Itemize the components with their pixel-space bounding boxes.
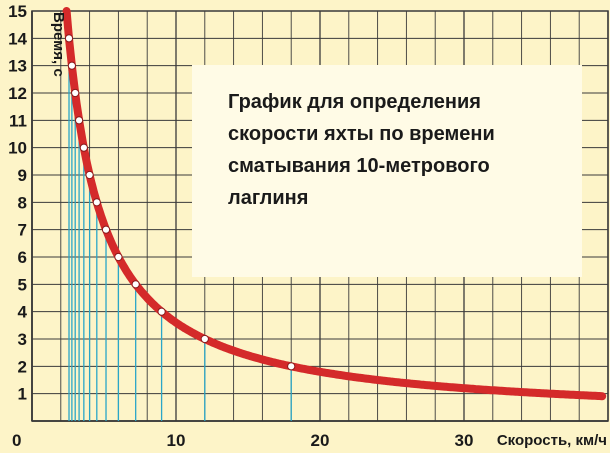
x-axis-label: Скорость, км/ч <box>497 432 607 449</box>
x-tick-label: 10 <box>167 431 186 450</box>
y-tick-label: 2 <box>18 357 27 376</box>
y-tick-label: 9 <box>18 166 27 185</box>
x-tick-labels: 10 20 30 <box>167 431 474 450</box>
y-tick-label: 5 <box>18 275 27 294</box>
y-tick-label: 7 <box>18 221 27 240</box>
y-axis-label: Время, с <box>50 12 67 77</box>
points-layer <box>64 34 296 371</box>
title-line-1: График для определения <box>228 91 481 113</box>
y-tick-label: 13 <box>8 57 27 76</box>
y-tick-label: 4 <box>18 303 28 322</box>
data-point <box>157 307 166 316</box>
y-tick-label: 11 <box>9 111 27 130</box>
data-point <box>200 334 209 344</box>
y-tick-label: 6 <box>18 248 27 267</box>
series-curve <box>62 7 607 401</box>
data-point <box>79 143 88 152</box>
title-line-2: скорости яхты по времени <box>228 123 495 145</box>
data-point <box>74 116 84 125</box>
x-tick-label: 30 <box>455 431 474 450</box>
guide-lines <box>68 38 292 421</box>
data-point <box>64 34 74 43</box>
title-line-3: сматывания 10-метрового <box>228 155 490 177</box>
data-point <box>131 280 140 289</box>
title-box <box>192 65 582 277</box>
data-point <box>92 198 101 207</box>
y-tick-label: 3 <box>18 330 27 349</box>
origin-label: 0 <box>12 431 21 450</box>
plot-frame <box>31 10 609 422</box>
title-line-4: лаглиня <box>228 187 308 209</box>
y-tick-label: 1 <box>18 385 27 404</box>
data-point <box>287 362 296 371</box>
y-tick-label: 10 <box>8 139 27 158</box>
chart-title: График для определения скорости яхты по … <box>228 91 495 209</box>
data-point <box>67 61 76 70</box>
y-tick-label: 12 <box>8 84 27 103</box>
y-tick-label: 8 <box>18 193 27 212</box>
data-point <box>101 225 111 234</box>
curve-layer <box>62 7 607 401</box>
y-tick-label: 14 <box>8 29 27 48</box>
x-tick-label: 20 <box>311 431 330 450</box>
data-point <box>85 170 94 180</box>
y-tick-label: 15 <box>8 2 27 21</box>
data-point <box>114 252 123 262</box>
data-point <box>71 88 80 98</box>
